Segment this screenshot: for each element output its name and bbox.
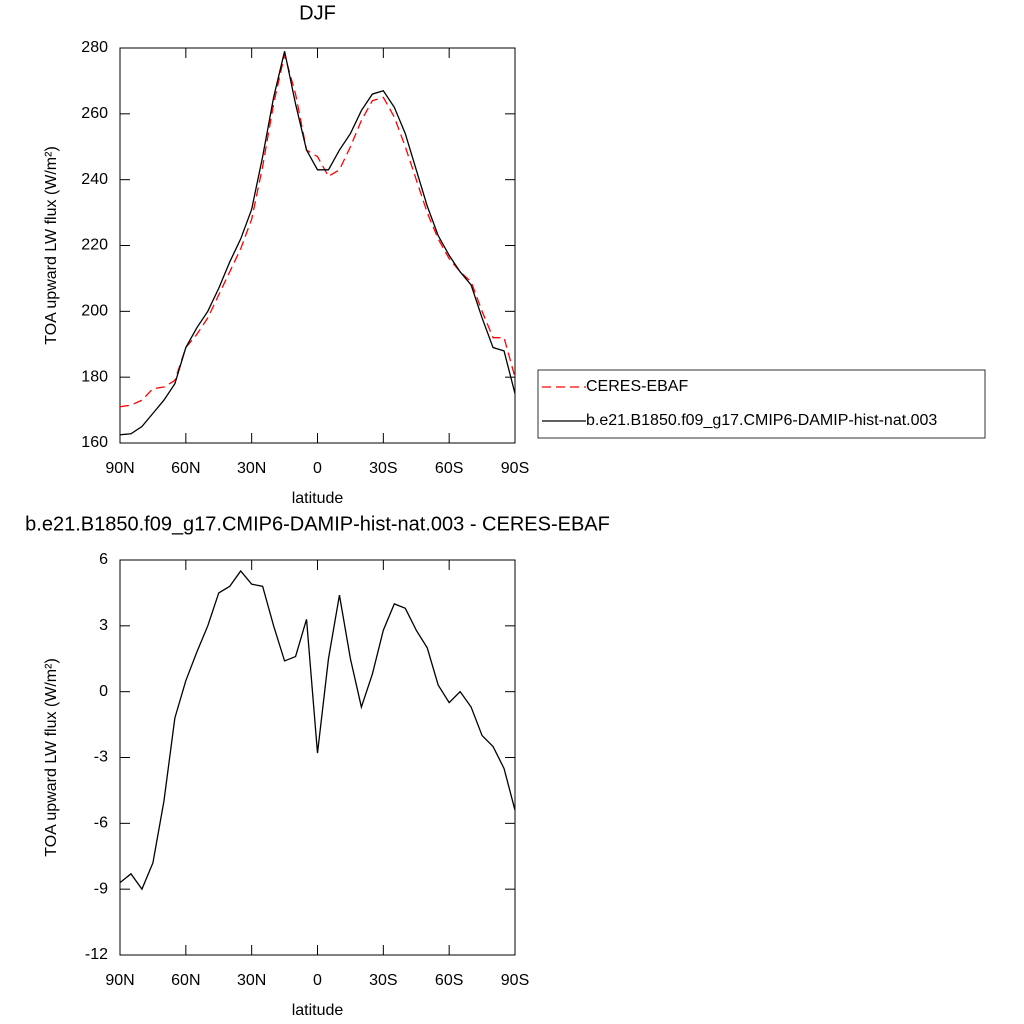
- x-tick-label: 90N: [105, 460, 134, 477]
- legend-box: [537, 369, 986, 439]
- y-axis-label: TOA upward LW flux (W/m²): [43, 146, 60, 345]
- data-line: [119, 51, 516, 436]
- chart-title: DJF: [299, 2, 336, 24]
- x-tick-label: 90N: [105, 972, 134, 989]
- x-tick-label: 90S: [501, 460, 529, 477]
- legend-label: CERES-EBAF: [586, 378, 688, 395]
- x-tick-label: 60N: [171, 972, 200, 989]
- x-axis-label: latitude: [292, 490, 344, 507]
- y-tick-label: 260: [81, 105, 108, 122]
- x-tick-label: 30N: [237, 972, 266, 989]
- y-tick-label: 160: [81, 434, 108, 451]
- x-axis-label: latitude: [292, 1002, 344, 1019]
- x-tick-label: 30S: [369, 972, 397, 989]
- legend-label: b.e21.B1850.f09_g17.CMIP6-DAMIP-hist-nat…: [586, 412, 937, 429]
- chart-title: b.e21.B1850.f09_g17.CMIP6-DAMIP-hist-nat…: [25, 513, 610, 535]
- x-tick-label: 90S: [501, 972, 529, 989]
- data-line: [119, 54, 516, 408]
- y-tick-label: 280: [81, 39, 108, 56]
- y-tick-label: -9: [94, 880, 108, 897]
- x-tick-label: 60N: [171, 460, 200, 477]
- x-tick-label: 0: [313, 972, 322, 989]
- y-tick-label: 240: [81, 171, 108, 188]
- y-tick-label: 200: [81, 303, 108, 320]
- y-tick-label: 220: [81, 237, 108, 254]
- x-tick-label: 0: [313, 460, 322, 477]
- plot-frame: [119, 47, 516, 444]
- y-tick-label: -6: [94, 815, 108, 832]
- data-line: [119, 569, 516, 891]
- y-axis-label: TOA upward LW flux (W/m²): [43, 658, 60, 857]
- y-tick-label: -12: [85, 946, 108, 963]
- x-tick-label: 30N: [237, 460, 266, 477]
- y-tick-label: 180: [81, 368, 108, 385]
- x-tick-label: 60S: [435, 972, 463, 989]
- y-tick-label: 0: [99, 683, 108, 700]
- y-tick-label: -3: [94, 749, 108, 766]
- x-tick-label: 60S: [435, 460, 463, 477]
- plot-frame: [119, 559, 516, 956]
- x-tick-label: 30S: [369, 460, 397, 477]
- y-tick-label: 3: [99, 617, 108, 634]
- y-tick-label: 6: [99, 551, 108, 568]
